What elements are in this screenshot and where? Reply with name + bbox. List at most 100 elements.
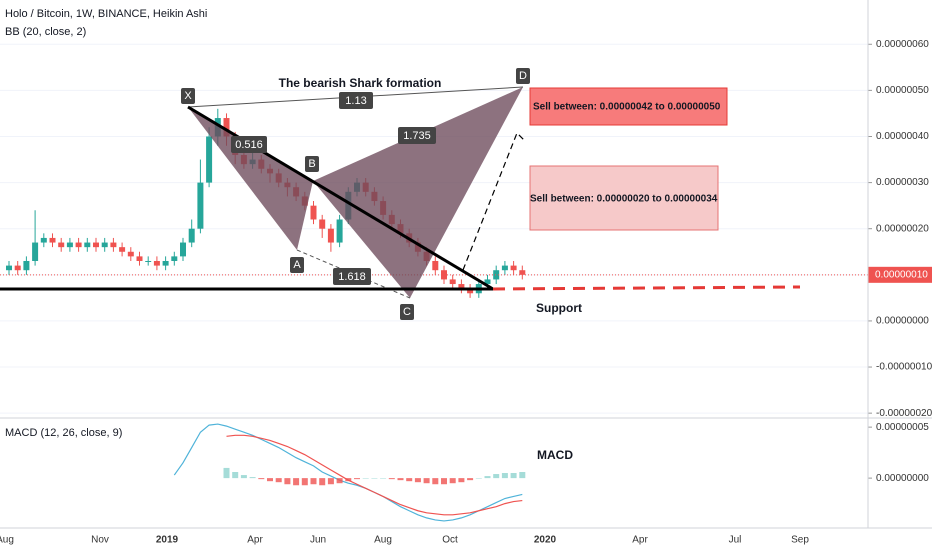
histogram-bar — [232, 472, 239, 479]
candle-body — [501, 265, 508, 271]
candle-body — [119, 247, 126, 252]
histogram-bar — [380, 478, 387, 479]
pattern-xab — [188, 107, 313, 250]
candle-body — [432, 260, 439, 271]
histogram-bar — [258, 478, 265, 480]
point-label: D — [519, 70, 527, 82]
point-box — [516, 68, 530, 84]
candle-body — [510, 265, 517, 271]
candle-body — [93, 242, 99, 248]
histogram-bar — [484, 476, 491, 479]
support-extension — [492, 285, 801, 291]
macd-label: MACD — [537, 448, 573, 462]
candle-body — [153, 260, 160, 266]
candle-body — [206, 136, 213, 183]
candle-body — [84, 242, 91, 248]
candle-body — [171, 256, 178, 261]
x-tick-label: Jun — [310, 535, 326, 546]
point-box — [305, 156, 319, 172]
candle-body — [40, 237, 47, 243]
last-price-box — [868, 266, 932, 283]
histogram-bar — [275, 478, 282, 483]
header-title: Holo / Bitcoin, 1W, BINANCE, Heikin Ashi — [5, 8, 207, 20]
point-labels: X A B C D 1.13 0.516 1.735 1.618 — [181, 68, 530, 320]
ratio-box — [398, 127, 436, 144]
candle-body — [467, 288, 474, 294]
x-tick-label: 2019 — [156, 535, 179, 546]
candle-body — [49, 237, 56, 243]
pattern — [0, 86, 801, 299]
candle-body — [484, 279, 491, 285]
x-tick-label: Apr — [632, 535, 648, 546]
price-pane: 0.00000060 0.00000050 0.00000040 0.00000030… — [0, 39, 932, 419]
point-box — [290, 257, 304, 273]
candle-body — [180, 242, 186, 257]
point-label: C — [403, 306, 411, 318]
candle-body — [145, 260, 152, 262]
sell-high: Sell between: 0.00000042 to 0.00000050 — [533, 102, 721, 113]
candle-body — [6, 265, 12, 271]
histogram-bar — [414, 478, 421, 483]
point-box — [181, 88, 195, 104]
y-tick-label: 0.00000000 — [876, 316, 929, 327]
sell-low: Sell between: 0.00000020 to 0.00000034 — [530, 194, 718, 205]
histogram-bar — [388, 478, 395, 480]
x-tick-label: Oct — [442, 535, 458, 546]
y-tick-label: 0.00000020 — [876, 223, 929, 234]
histogram-bar — [319, 478, 326, 486]
candle-body — [519, 270, 526, 275]
histogram-bar — [293, 478, 300, 486]
ratio-label: 1.618 — [338, 271, 366, 283]
candle-body — [197, 182, 204, 229]
candle-body — [101, 242, 108, 248]
projection — [462, 131, 525, 271]
indicator-label: BB (20, close, 2) — [5, 26, 86, 38]
x-tick-label: 2020 — [534, 535, 557, 546]
histogram-bar — [449, 478, 456, 484]
ratio-label: 0.516 — [235, 139, 263, 151]
histogram-bar — [458, 478, 465, 483]
y-tick-label: -0.00000020 — [876, 408, 932, 419]
histogram-bar — [327, 478, 334, 485]
pattern-title: The bearish Shark formation — [279, 76, 442, 90]
x-tick-label: Aug — [0, 535, 14, 546]
candle-body — [127, 251, 134, 257]
histogram-bar — [441, 478, 447, 485]
point-box — [400, 304, 414, 320]
point-label: X — [184, 90, 192, 102]
histogram-bar — [354, 478, 360, 480]
histogram-bar — [240, 475, 247, 479]
candle-body — [162, 260, 169, 266]
candle-body — [75, 242, 82, 248]
candle-body — [66, 242, 73, 248]
x-tick-label: Jul — [729, 535, 742, 546]
candle-body — [310, 205, 317, 220]
candle-body — [14, 265, 21, 271]
candle-body — [458, 284, 465, 289]
y-tick-label: 0.00000040 — [876, 131, 929, 142]
histogram-bar — [362, 478, 369, 479]
candle-body — [319, 219, 326, 229]
histogram-bar — [519, 472, 526, 479]
histogram-bar — [336, 478, 343, 484]
macd-line — [226, 434, 523, 516]
histogram-bar — [467, 478, 474, 481]
histogram-bar — [475, 478, 482, 479]
x-tick-label: Nov — [91, 535, 109, 546]
support-label: Support — [536, 301, 582, 315]
histogram-bar — [510, 473, 517, 479]
histogram-bar — [501, 473, 508, 479]
histogram-bar — [345, 478, 352, 482]
ratio-box — [231, 136, 267, 153]
x-tick-label: Aug — [374, 535, 392, 546]
macd-pane: 0.00000005 0.00000000 — [173, 422, 929, 522]
y-tick-label: -0.00000010 — [876, 362, 932, 373]
histogram-bar — [406, 478, 413, 482]
candle-body — [110, 242, 117, 248]
last-price-label: 0.00000010 — [875, 269, 928, 280]
candle-body — [188, 228, 195, 243]
candle-body — [336, 219, 343, 243]
histogram-bar — [432, 478, 439, 485]
candle-body — [493, 270, 500, 280]
